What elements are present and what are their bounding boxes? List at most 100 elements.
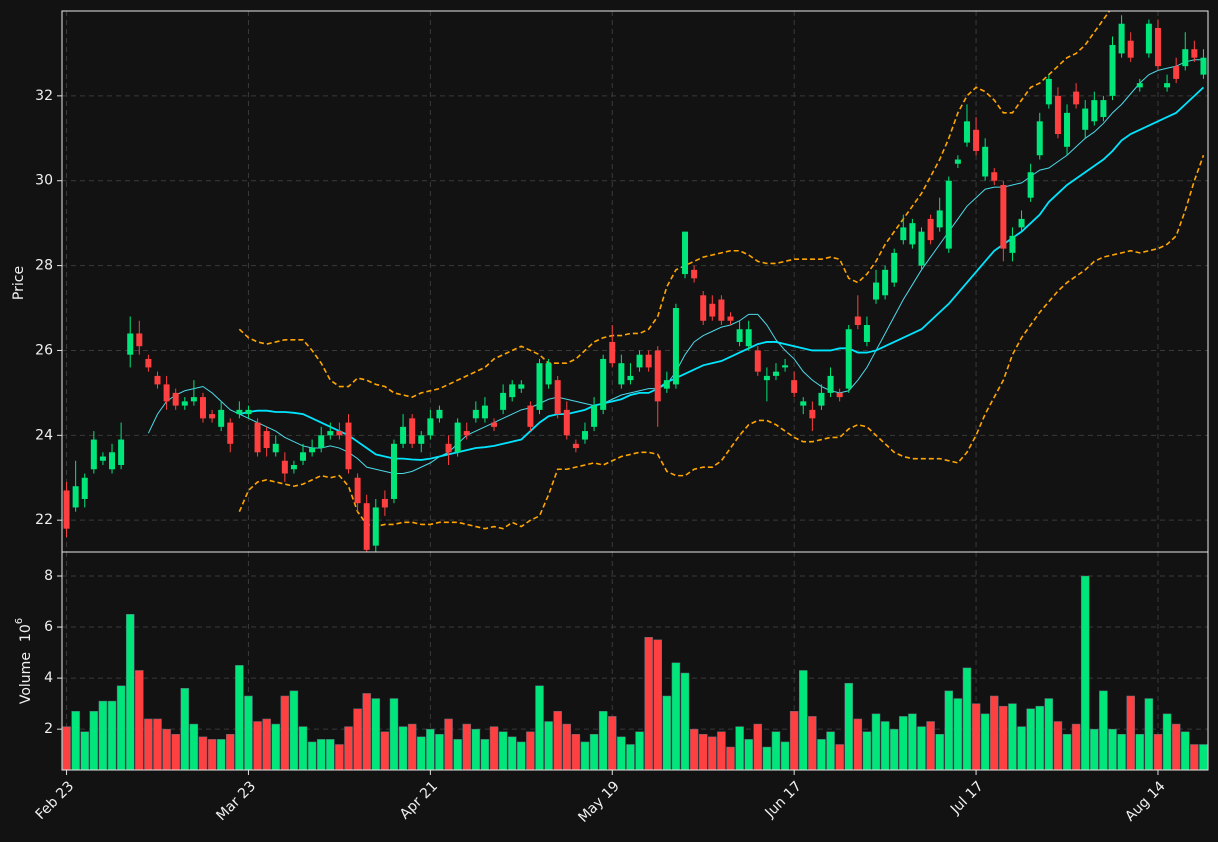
volume-bar [326, 739, 335, 770]
volume-bar [289, 690, 299, 770]
candle-body [181, 401, 188, 406]
candle-body [400, 426, 407, 444]
y-tick-label: 30 [35, 173, 53, 189]
candle-body [854, 316, 861, 325]
volume-axis-label: Volume 106 [14, 618, 34, 704]
y-tick-label: 4 [44, 670, 53, 686]
candle-body [782, 365, 789, 368]
candle-body [281, 460, 288, 474]
volume-bar [698, 734, 708, 770]
volume-bar [1190, 744, 1199, 770]
volume-bar [608, 716, 617, 770]
candle-body [245, 409, 252, 415]
candle-body [645, 354, 652, 368]
candle-body [1145, 23, 1152, 54]
volume-bar [1171, 723, 1181, 770]
volume-bar [162, 728, 171, 770]
volume-bar [98, 700, 108, 770]
volume-bar [908, 713, 917, 770]
volume-bar [817, 739, 826, 770]
candle-body [1027, 172, 1034, 198]
volume-bar [1080, 575, 1090, 770]
volume-bar [944, 690, 954, 770]
volume-bar [544, 721, 553, 770]
candle-body [345, 422, 352, 470]
candle-body [1173, 66, 1180, 79]
volume-bar [1017, 726, 1026, 770]
candle-body [982, 146, 989, 177]
candle-body [109, 452, 116, 470]
volume-bar [426, 728, 435, 770]
volume-bar [280, 695, 290, 770]
candle-body [1009, 235, 1016, 253]
candle-body [945, 180, 952, 249]
volume-bar [380, 731, 390, 770]
volume-bar [644, 637, 653, 770]
volume-bar [726, 746, 735, 770]
volume-bar [307, 741, 317, 770]
candle-body [1200, 57, 1207, 75]
volume-bar [771, 731, 781, 770]
candle-body [1191, 49, 1198, 58]
candle-body [1164, 83, 1171, 88]
volume-bar [626, 744, 635, 770]
candle-body [745, 329, 752, 347]
volume-bar [962, 667, 972, 770]
y-tick-label: 32 [35, 88, 53, 104]
volume-bar [535, 685, 544, 770]
candle-body [454, 422, 461, 453]
volume-bar [662, 695, 672, 770]
volume-bar [125, 614, 135, 770]
volume-bar [71, 711, 80, 770]
volume-bar [926, 721, 935, 770]
volume-bar [1053, 721, 1063, 770]
candle-body [336, 431, 343, 436]
candle-body [900, 227, 907, 241]
candle-body [691, 269, 698, 279]
volume-bar [1162, 713, 1172, 770]
candle-body [127, 333, 134, 355]
candle-body [327, 431, 334, 436]
candle-body [845, 329, 852, 389]
candle-body [491, 422, 498, 427]
volume-bar [62, 726, 71, 770]
candle-body [891, 252, 898, 283]
candle-body [1000, 184, 1007, 249]
candle-body [172, 392, 179, 406]
volume-bar [853, 718, 863, 770]
candle-body [963, 121, 970, 143]
volume-bar [1135, 734, 1145, 770]
candle-body [300, 452, 307, 461]
candle-body [436, 409, 443, 419]
candle-body [90, 439, 97, 470]
candle-body [427, 418, 434, 436]
candle-body [209, 414, 216, 419]
volume-bar [398, 726, 408, 770]
volume-bar [371, 698, 381, 770]
candle-body [99, 456, 106, 461]
volume-bar [862, 731, 872, 770]
volume-bar [744, 739, 753, 770]
volume-bar [316, 739, 326, 770]
candle-body [772, 371, 779, 376]
candle-body [554, 380, 561, 415]
candle-body [263, 431, 270, 449]
candle-body [509, 384, 516, 398]
candle-body [709, 303, 716, 317]
y-tick-label: 22 [35, 512, 53, 528]
volume-bar [498, 731, 508, 770]
candle-body [1091, 100, 1098, 122]
volume-bar [880, 721, 890, 770]
volume-bar [116, 685, 126, 770]
candle-body [818, 392, 825, 406]
volume-bar [435, 734, 444, 770]
volume-bar [799, 670, 808, 770]
volume-bar [871, 713, 881, 770]
candle-body [581, 431, 588, 440]
average-line [239, 86, 1205, 461]
candle-body [163, 384, 170, 402]
volume-bar [844, 682, 853, 770]
volume-bar [226, 734, 235, 770]
volume-bar [689, 728, 699, 770]
